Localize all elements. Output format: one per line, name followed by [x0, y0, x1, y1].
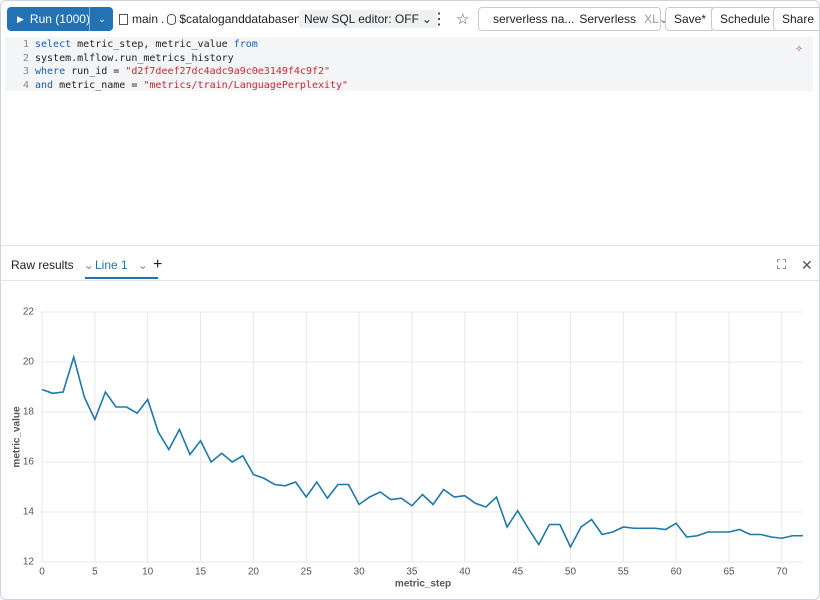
y-tick-label: 12: [23, 557, 35, 568]
x-tick-label: 35: [406, 567, 418, 578]
schema: $cataloganddatabasena...: [179, 12, 318, 26]
y-tick-label: 22: [23, 307, 35, 318]
save-label: Save*: [674, 12, 707, 26]
x-tick-label: 65: [723, 567, 735, 578]
warehouse-picker[interactable]: serverless na... Serverless XL ⌄: [478, 7, 669, 31]
x-tick-label: 45: [512, 567, 524, 578]
y-tick-label: 18: [23, 407, 35, 418]
warehouse-size: XL: [644, 12, 659, 26]
code-token: "d2f7deef27dc4adc9a9c0e3149f4c9f2": [125, 66, 331, 77]
share-button[interactable]: Share: [773, 7, 819, 31]
favorite[interactable]: ☆: [456, 11, 470, 28]
line-number: 2: [22, 52, 29, 64]
close[interactable]: ✕: [801, 256, 813, 273]
x-tick-label: 55: [618, 567, 630, 578]
x-tick-label: 15: [195, 567, 207, 578]
x-tick-label: 70: [776, 567, 788, 578]
add-tab[interactable]: +: [153, 256, 163, 273]
x-tick-label: 10: [142, 567, 154, 578]
run-label: Run (1000): [29, 12, 90, 26]
y-axis-label: metric_value: [12, 406, 23, 468]
sql-editor[interactable]: ✧ 1 select metric_step, metric_value from…: [1, 37, 819, 246]
code-token: select: [35, 39, 72, 50]
fullscreen[interactable]: ⛶: [777, 257, 787, 272]
warehouse-type: Serverless: [579, 12, 637, 26]
run-button[interactable]: ▶ Run (1000) ⌄: [7, 7, 113, 31]
x-tick-label: 60: [671, 567, 683, 578]
y-tick-label: 20: [23, 357, 35, 368]
code-token: where: [35, 66, 66, 77]
code-line: 4 and metric_name = "metrics/train/Langua…: [5, 80, 348, 93]
x-axis-label: metric_step: [395, 579, 451, 590]
raw-results-label: Raw results: [11, 258, 74, 272]
raw-results-tab[interactable]: Raw results ⌄: [11, 258, 94, 272]
data-line: [41, 354, 803, 549]
code-line: 3 where run_id = "d2f7deef27dc4adc9a9c0e3…: [5, 66, 330, 79]
code-token: system.mlflow.run_metrics_history: [35, 52, 234, 64]
warehouse: serverless na...: [493, 12, 575, 26]
y-tick-label: 14: [23, 507, 35, 518]
share-label: Share: [782, 12, 815, 26]
code-line: 1 select metric_step, metric_value from: [5, 39, 258, 52]
editor-toggle[interactable]: New SQL editor: OFF ⌄: [299, 10, 437, 28]
code-token: metric_step, metric_value: [71, 39, 234, 50]
code-token: "metrics/train/LanguagePerplexity": [143, 79, 349, 91]
editor-toggle-label: New SQL editor: OFF: [304, 12, 419, 26]
code-token: and: [35, 79, 54, 91]
x-tick-label: 25: [301, 567, 313, 578]
x-tick-label: 40: [459, 567, 471, 578]
code-token: run_id =: [65, 66, 126, 77]
x-tick-label: 50: [565, 567, 577, 578]
line-tab[interactable]: Line 1 ⌄: [85, 253, 158, 279]
catalog: main: [132, 12, 159, 26]
code-token: metric_name =: [53, 79, 144, 91]
line-number: 4: [22, 79, 29, 91]
line-number: 3: [22, 66, 29, 77]
x-tick-label: 0: [39, 567, 45, 578]
chart: 7065605550454035302520151050222018161412…: [12, 307, 803, 590]
save-button[interactable]: Save*: [665, 7, 716, 31]
schedule-label: Schedule: [720, 12, 771, 26]
y-tick-label: 16: [23, 457, 35, 468]
line-number: 1: [22, 39, 29, 50]
x-tick-label: 20: [248, 567, 260, 578]
line-tab-label: Line 1: [95, 258, 128, 272]
code-line: 2 system.mlflow.run_metrics_history: [5, 53, 234, 66]
schedule-button[interactable]: Schedule: [711, 7, 780, 31]
code-token: from: [233, 39, 258, 50]
x-tick-label: 30: [354, 567, 366, 578]
x-tick-label: 5: [92, 567, 98, 578]
kebab-menu[interactable]: ⋮: [431, 11, 447, 28]
